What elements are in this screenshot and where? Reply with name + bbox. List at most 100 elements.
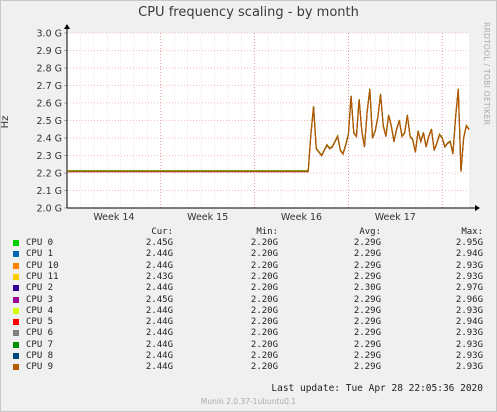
legend-row: CPU 9 2.44G 2.20G 2.29G 2.93G	[0, 362, 497, 373]
munin-version: Munin 2.0.37-1ubuntu0.1	[200, 397, 297, 406]
legend-min: 2.20G	[250, 339, 278, 350]
legend-max: 2.93G	[455, 271, 483, 282]
legend-avg: 2.29G	[353, 294, 381, 305]
legend-cpu-name: CPU 8	[26, 351, 54, 361]
y-tick-label: 2.3 G	[37, 151, 63, 162]
legend-header-avg: Avg:	[359, 227, 381, 237]
legend-avg: 2.29G	[353, 317, 381, 328]
legend-cur: 2.43G	[145, 271, 173, 282]
cpu-frequency-chart: 2.0 G 2.1 G 2.2 G 2.3 G 2.4 G 2.5 G 2.6 G 2.7 G…	[37, 24, 480, 223]
legend-header-min: Min:	[256, 227, 278, 237]
legend-row: CPU 4 2.44G 2.20G 2.29G 2.93G	[0, 306, 497, 317]
legend-avg: 2.29G	[353, 249, 381, 260]
legend-avg: 2.29G	[353, 271, 381, 282]
y-tick-label: 2.9 G	[37, 46, 63, 57]
y-axis-arrow	[64, 24, 70, 29]
legend-cur: 2.44G	[145, 305, 173, 316]
legend-min: 2.20G	[250, 294, 278, 305]
legend-max: 2.93G	[455, 305, 483, 316]
legend-avg: 2.29G	[353, 260, 381, 271]
legend-cur: 2.44G	[145, 260, 173, 271]
legend-max: 2.93G	[455, 328, 483, 339]
legend-swatch	[13, 364, 19, 371]
y-tick-label: 2.8 G	[37, 64, 63, 75]
legend-row: CPU 7 2.44G 2.20G 2.29G 2.93G	[0, 340, 497, 351]
y-tick-label: 2.1 G	[37, 186, 63, 197]
legend-cur: 2.44G	[145, 283, 173, 294]
x-tick-label: Week 15	[187, 212, 228, 223]
x-tick-label: Week 16	[281, 212, 322, 223]
legend-swatch	[13, 262, 19, 269]
legend-max: 2.97G	[455, 283, 483, 294]
legend-row: CPU 11 2.43G 2.20G 2.29G 2.93G	[0, 272, 497, 283]
legend-max: 2.93G	[455, 351, 483, 361]
legend-swatch	[13, 273, 19, 280]
legend-max: 2.95G	[455, 238, 483, 248]
legend-cur: 2.44G	[145, 339, 173, 350]
legend-min: 2.20G	[250, 351, 278, 361]
legend-header-max: Max:	[461, 227, 483, 237]
legend-swatch	[13, 330, 19, 337]
legend-header-row: Cur: Min: Avg: Max:	[0, 227, 497, 238]
legend-cur: 2.45G	[145, 238, 173, 248]
legend-cpu-name: CPU 7	[26, 339, 54, 350]
legend-cur: 2.44G	[145, 351, 173, 361]
y-tick-label: 2.4 G	[37, 134, 63, 145]
legend-min: 2.20G	[250, 305, 278, 316]
legend-swatch	[13, 353, 19, 359]
legend-min: 2.20G	[250, 271, 278, 282]
last-update-text: Last update: Tue Apr 28 22:05:36 2020	[271, 383, 483, 394]
y-tick-label: 2.6 G	[37, 99, 63, 110]
legend-cpu-name: CPU 3	[26, 294, 54, 305]
legend-cpu-name: CPU 4	[26, 305, 54, 316]
legend-max: 2.93G	[455, 260, 483, 271]
legend-max: 2.94G	[455, 317, 483, 328]
legend-cpu-name: CPU 5	[26, 317, 54, 328]
graph-title: CPU frequency scaling - by month	[138, 5, 359, 20]
legend-row: CPU 1 2.44G 2.20G 2.29G 2.94G	[0, 249, 497, 260]
legend-cpu-name: CPU 1	[26, 249, 54, 260]
legend-cpu-name: CPU 0	[26, 238, 54, 248]
legend-row: CPU 0 2.45G 2.20G 2.29G 2.95G	[0, 238, 497, 249]
legend-avg: 2.29G	[353, 339, 381, 350]
legend-cpu-name: CPU 6	[26, 328, 54, 339]
legend-cur: 2.44G	[145, 362, 173, 373]
legend-max: 2.96G	[455, 294, 483, 305]
y-tick-label: 3.0 G	[37, 29, 63, 40]
rrdtool-credit: RRDTOOL / TOBI OETIKER	[482, 22, 491, 126]
legend-row: CPU 8 2.44G 2.20G 2.29G 2.93G	[0, 351, 497, 362]
legend-min: 2.20G	[250, 260, 278, 271]
legend-swatch	[13, 285, 19, 292]
legend-cpu-name: CPU 9	[26, 362, 54, 373]
legend-row: CPU 5 2.44G 2.20G 2.29G 2.94G	[0, 317, 497, 328]
legend-avg: 2.29G	[353, 305, 381, 316]
legend-max: 2.94G	[455, 249, 483, 260]
y-tick-label: 2.7 G	[37, 81, 63, 92]
legend-row: CPU 2 2.44G 2.20G 2.30G 2.97G	[0, 283, 497, 294]
legend-swatch	[13, 307, 19, 314]
legend-header-cur: Cur:	[151, 227, 173, 237]
legend-avg: 2.30G	[353, 283, 381, 294]
legend-min: 2.20G	[250, 238, 278, 248]
y-tick-label: 2.5 G	[37, 116, 63, 127]
legend-swatch	[13, 341, 19, 348]
legend-avg: 2.29G	[353, 328, 381, 339]
legend-cur: 2.44G	[145, 328, 173, 339]
legend-max: 2.93G	[455, 362, 483, 373]
series-line-cpu-9	[67, 88, 470, 172]
legend-cur: 2.44G	[145, 249, 173, 260]
x-tick-label: Week 17	[375, 212, 416, 223]
legend-row: CPU 6 2.44G 2.20G 2.29G 2.93G	[0, 328, 497, 339]
legend-avg: 2.29G	[353, 351, 381, 361]
legend-row: CPU 10 2.44G 2.20G 2.29G 2.93G	[0, 261, 497, 272]
y-tick-label: 2.0 G	[37, 204, 63, 215]
y-tick-label: 2.2 G	[37, 169, 63, 180]
legend-max: 2.93G	[455, 339, 483, 350]
legend-cpu-name: CPU 2	[26, 283, 54, 294]
legend-swatch	[13, 240, 19, 246]
legend-min: 2.20G	[250, 362, 278, 373]
legend-swatch	[13, 319, 19, 326]
legend-swatch	[13, 251, 19, 258]
x-axis-arrow	[475, 205, 480, 211]
legend-cur: 2.44G	[145, 317, 173, 328]
